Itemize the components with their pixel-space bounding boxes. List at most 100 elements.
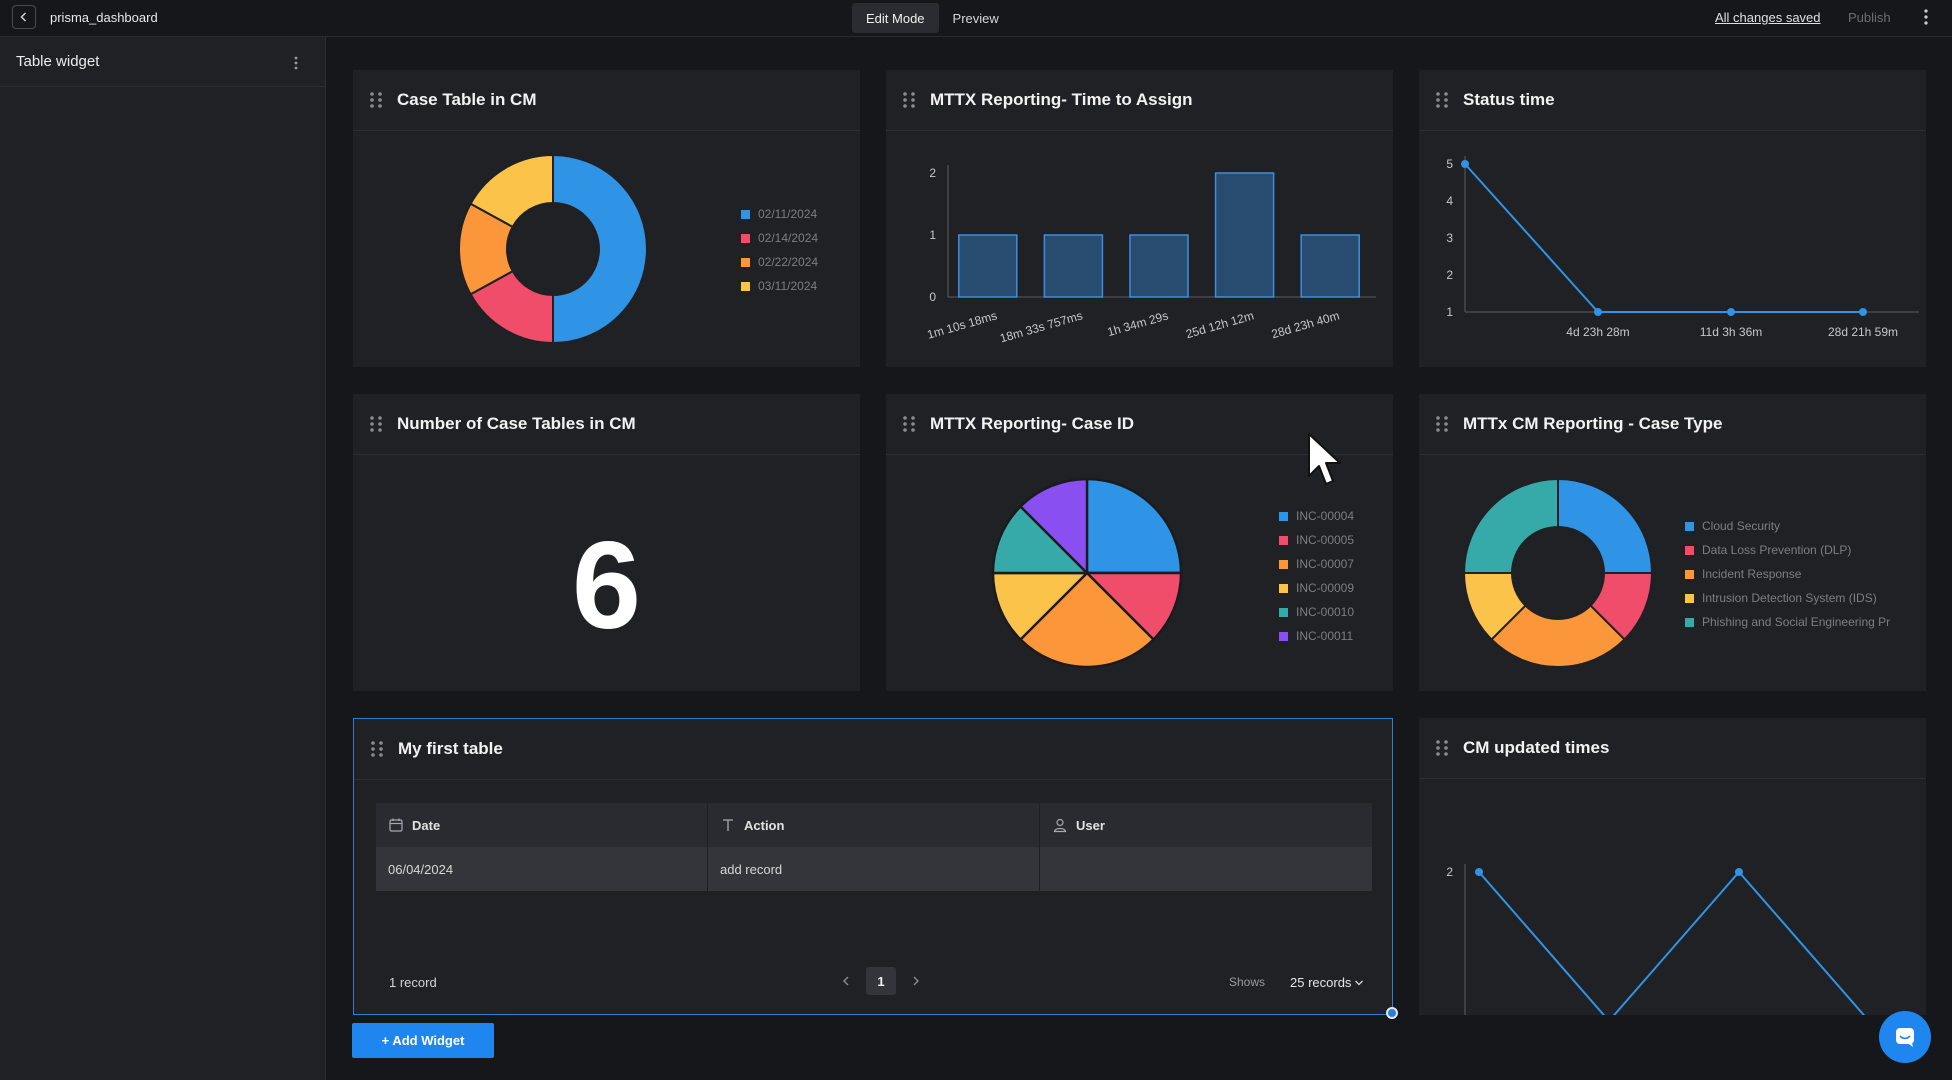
legend-item[interactable]: INC-00010 xyxy=(1279,600,1354,624)
pie-slice[interactable] xyxy=(1018,477,1089,576)
edit-mode-tab[interactable]: Edit Mode xyxy=(852,3,939,33)
pie-slice[interactable] xyxy=(1462,477,1559,574)
drag-handle-icon[interactable] xyxy=(902,415,916,433)
bar[interactable] xyxy=(1300,234,1360,298)
chat-icon xyxy=(1896,1028,1914,1047)
table-cell[interactable]: add record xyxy=(708,847,1040,891)
pie-slice[interactable] xyxy=(991,571,1090,642)
chevron-left-icon xyxy=(843,976,849,986)
add-widget-button[interactable]: + Add Widget xyxy=(352,1023,494,1058)
widget-status-time[interactable]: Status time 1 2 3 4 5 4d 23h 28m 11d 3h 36m 28d… xyxy=(1419,70,1926,367)
legend-item[interactable]: Intrusion Detection System (IDS) xyxy=(1685,586,1907,610)
data-point[interactable] xyxy=(1594,308,1602,316)
resize-handle[interactable] xyxy=(1386,1007,1398,1019)
bar[interactable] xyxy=(1129,234,1189,298)
pie-slice[interactable] xyxy=(1557,477,1654,574)
legend-item[interactable]: INC-00009 xyxy=(1279,576,1354,600)
mode-switch: Edit Mode Preview xyxy=(852,3,1013,33)
widget-title: MTTX Reporting- Time to Assign xyxy=(930,90,1193,109)
bar[interactable] xyxy=(1214,172,1275,298)
drag-handle-icon[interactable] xyxy=(369,91,383,109)
metric-area: 6 xyxy=(353,455,860,691)
bar[interactable] xyxy=(1043,234,1104,298)
column-header-user[interactable]: User xyxy=(1040,803,1372,847)
pie-slice[interactable] xyxy=(991,504,1090,575)
data-point[interactable] xyxy=(1727,308,1735,316)
drag-handle-icon[interactable] xyxy=(1435,739,1449,757)
legend-item[interactable]: Cloud Security xyxy=(1685,514,1907,538)
legend-item[interactable]: INC-00004 xyxy=(1279,504,1354,528)
table-cell[interactable] xyxy=(1040,847,1372,891)
record-count: 1 record xyxy=(389,975,437,990)
pie-slice[interactable] xyxy=(1490,604,1626,668)
pagination: 1 xyxy=(834,967,928,995)
legend-item[interactable]: 02/14/2024 xyxy=(741,226,818,250)
drag-handle-icon[interactable] xyxy=(1435,415,1449,433)
drag-handle-icon[interactable] xyxy=(1435,91,1449,109)
pie-slice[interactable] xyxy=(1018,571,1156,669)
panel-more-button[interactable] xyxy=(289,54,303,72)
legend-item[interactable]: INC-00011 xyxy=(1279,624,1354,648)
line-chart: 1203/11/202403/18/202404/01/202404/15/20… xyxy=(1446,864,1866,1015)
chart-area: 1203/11/202403/18/202404/01/202404/15/20… xyxy=(1419,779,1926,1015)
x-tick-label: 18m 33s 757ms xyxy=(998,308,1084,345)
page-number[interactable]: 1 xyxy=(866,967,896,995)
donut-chart xyxy=(1462,477,1654,668)
publish-button[interactable]: Publish xyxy=(1848,10,1891,25)
widget-number-of-case-tables[interactable]: Number of Case Tables in CM 6 xyxy=(353,394,860,691)
y-tick-label: 2 xyxy=(929,166,936,180)
legend-item[interactable]: INC-00007 xyxy=(1279,552,1354,576)
widget-cm-updated-times[interactable]: CM updated times 1203/11/202403/18/20240… xyxy=(1419,718,1926,1015)
data-point[interactable] xyxy=(1859,308,1867,316)
shows-label: Shows xyxy=(1229,975,1266,989)
y-tick-label: 1 xyxy=(929,228,936,242)
legend-item[interactable]: INC-00005 xyxy=(1279,528,1354,552)
pie-slice[interactable] xyxy=(1084,571,1183,642)
more-options-button[interactable] xyxy=(1919,6,1933,28)
legend-item[interactable]: 03/11/2024 xyxy=(741,274,818,298)
drag-handle-icon[interactable] xyxy=(369,415,383,433)
table-row[interactable]: 06/04/2024 add record xyxy=(376,847,1372,891)
save-status-link[interactable]: All changes saved xyxy=(1715,10,1821,25)
widget-case-type[interactable]: MTTx CM Reporting - Case Type Cloud Secu… xyxy=(1419,394,1926,691)
drag-handle-icon[interactable] xyxy=(370,740,384,758)
widget-header: Status time xyxy=(1419,70,1926,131)
pie-slice[interactable] xyxy=(552,153,648,345)
widget-my-first-table[interactable]: My first table Date Action User 06/04/20… xyxy=(353,718,1393,1015)
widget-case-table[interactable]: Case Table in CM 02/11/2024 02/14/2024 0… xyxy=(353,70,860,367)
donut-hole xyxy=(1513,528,1603,618)
legend-item[interactable]: 02/11/2024 xyxy=(741,202,818,226)
chart-area: 0 1 2 1m 10s 18ms 18m 33s 757ms 1h 34m 29s 25d… xyxy=(886,131,1393,367)
legend-item[interactable]: Data Loss Prevention (DLP) xyxy=(1685,538,1907,562)
y-tick-label: 4 xyxy=(1446,194,1453,208)
column-header-date[interactable]: Date xyxy=(376,803,708,847)
chart-legend: 02/11/2024 02/14/2024 02/22/2024 03/11/2… xyxy=(741,202,818,298)
legend-item[interactable]: 02/22/2024 xyxy=(741,250,818,274)
next-page-button[interactable] xyxy=(904,967,928,995)
drag-handle-icon[interactable] xyxy=(902,91,916,109)
pie-slice[interactable] xyxy=(1085,477,1183,575)
column-header-action[interactable]: Action xyxy=(708,803,1040,847)
page-size-select[interactable]: 25 records xyxy=(1290,975,1364,990)
widget-time-to-assign[interactable]: MTTX Reporting- Time to Assign 0 1 2 1m 10s… xyxy=(886,70,1393,367)
line-chart: 1 2 3 4 5 4d 23h 28m 11d 3h 36m 28d 21h 59m xyxy=(1446,156,1919,339)
series-line xyxy=(1478,870,1866,1015)
preview-tab[interactable]: Preview xyxy=(952,10,999,26)
table-cell[interactable]: 06/04/2024 xyxy=(376,847,708,891)
mouse-pointer-icon xyxy=(1308,433,1341,485)
bar[interactable] xyxy=(958,234,1018,298)
y-tick-label: 0 xyxy=(929,290,936,304)
legend-item[interactable]: Phishing and Social Engineering Pr xyxy=(1685,610,1907,634)
data-point[interactable] xyxy=(1475,868,1483,876)
prev-page-button[interactable] xyxy=(834,967,858,995)
chart-area: Cloud Security Data Loss Prevention (DLP… xyxy=(1419,455,1926,691)
pie-slice[interactable] xyxy=(469,153,554,229)
data-point[interactable] xyxy=(1735,868,1743,876)
widget-header: MTTX Reporting- Time to Assign xyxy=(886,70,1393,131)
widget-settings-panel: Table widget xyxy=(0,37,326,1080)
chat-support-button[interactable] xyxy=(1879,1011,1931,1063)
y-tick-label: 2 xyxy=(1446,865,1453,879)
back-button[interactable] xyxy=(12,5,36,29)
legend-item[interactable]: Incident Response xyxy=(1685,562,1907,586)
data-point[interactable] xyxy=(1461,160,1469,168)
